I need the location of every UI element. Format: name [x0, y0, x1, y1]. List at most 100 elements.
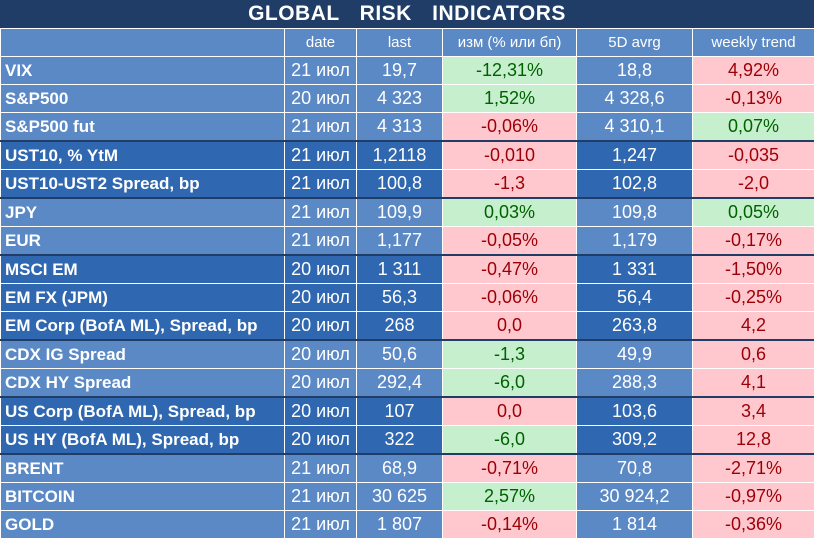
date-cell: 21 июл	[285, 511, 357, 539]
last-value-cell: 322	[357, 426, 443, 455]
date-cell: 21 июл	[285, 113, 357, 142]
five-day-average-cell: 309,2	[577, 426, 693, 455]
weekly-trend-cell: 3,4	[693, 397, 814, 426]
weekly-trend-cell: -2,71%	[693, 454, 814, 483]
indicator-name-cell: US HY (BofA ML), Spread, bp	[1, 426, 285, 455]
change-cell: -0,06%	[443, 113, 577, 142]
weekly-trend-cell: 12,8	[693, 426, 814, 455]
indicator-name-cell: CDX HY Spread	[1, 369, 285, 398]
column-header-weekly-trend: weekly trend	[693, 29, 814, 57]
indicator-name-cell: US Corp (BofA ML), Spread, bp	[1, 397, 285, 426]
last-value-cell: 1,177	[357, 227, 443, 256]
date-cell: 21 июл	[285, 483, 357, 511]
five-day-average-cell: 4 328,6	[577, 85, 693, 113]
change-cell: -0,010	[443, 141, 577, 170]
last-value-cell: 4 323	[357, 85, 443, 113]
risk-indicators-table: date last изм (% или бп) 5D avrg weekly …	[0, 28, 814, 539]
five-day-average-cell: 56,4	[577, 284, 693, 312]
weekly-trend-cell: 4,92%	[693, 57, 814, 85]
five-day-average-cell: 103,6	[577, 397, 693, 426]
weekly-trend-cell: -0,17%	[693, 227, 814, 256]
indicator-name-cell: JPY	[1, 198, 285, 227]
last-value-cell: 4 313	[357, 113, 443, 142]
date-cell: 20 июл	[285, 284, 357, 312]
date-cell: 20 июл	[285, 397, 357, 426]
change-cell: -0,05%	[443, 227, 577, 256]
change-cell: -6,0	[443, 369, 577, 398]
five-day-average-cell: 49,9	[577, 340, 693, 369]
page-title: GLOBAL RISK INDICATORS	[0, 0, 814, 28]
indicator-name-cell: BRENT	[1, 454, 285, 483]
column-header-change: изм (% или бп)	[443, 29, 577, 57]
weekly-trend-cell: -0,13%	[693, 85, 814, 113]
indicator-name-cell: GOLD	[1, 511, 285, 539]
indicator-name-cell: EUR	[1, 227, 285, 256]
change-cell: -12,31%	[443, 57, 577, 85]
column-header-5d-average: 5D avrg	[577, 29, 693, 57]
last-value-cell: 19,7	[357, 57, 443, 85]
indicator-name-cell: EM Corp (BofA ML), Spread, bp	[1, 312, 285, 341]
five-day-average-cell: 1,179	[577, 227, 693, 256]
weekly-trend-cell: 0,6	[693, 340, 814, 369]
indicator-name-cell: CDX IG Spread	[1, 340, 285, 369]
last-value-cell: 1 311	[357, 255, 443, 284]
weekly-trend-cell: -1,50%	[693, 255, 814, 284]
header-row: date last изм (% или бп) 5D avrg weekly …	[1, 29, 814, 57]
five-day-average-cell: 4 310,1	[577, 113, 693, 142]
five-day-average-cell: 70,8	[577, 454, 693, 483]
date-cell: 20 июл	[285, 340, 357, 369]
change-cell: -0,47%	[443, 255, 577, 284]
date-cell: 21 июл	[285, 227, 357, 256]
five-day-average-cell: 288,3	[577, 369, 693, 398]
indicator-name-cell: MSCI EM	[1, 255, 285, 284]
change-cell: -0,71%	[443, 454, 577, 483]
date-cell: 21 июл	[285, 454, 357, 483]
five-day-average-cell: 1 331	[577, 255, 693, 284]
five-day-average-cell: 30 924,2	[577, 483, 693, 511]
weekly-trend-cell: -0,25%	[693, 284, 814, 312]
weekly-trend-cell: 0,07%	[693, 113, 814, 142]
indicator-name-cell: EM FX (JPM)	[1, 284, 285, 312]
five-day-average-cell: 109,8	[577, 198, 693, 227]
last-value-cell: 56,3	[357, 284, 443, 312]
change-cell: 1,52%	[443, 85, 577, 113]
last-value-cell: 268	[357, 312, 443, 341]
weekly-trend-cell: -2,0	[693, 170, 814, 199]
last-value-cell: 107	[357, 397, 443, 426]
last-value-cell: 50,6	[357, 340, 443, 369]
change-cell: 2,57%	[443, 483, 577, 511]
column-header-last: last	[357, 29, 443, 57]
column-header-date: date	[285, 29, 357, 57]
five-day-average-cell: 263,8	[577, 312, 693, 341]
indicator-name-cell: UST10-UST2 Spread, bp	[1, 170, 285, 199]
last-value-cell: 1 807	[357, 511, 443, 539]
weekly-trend-cell: -0,035	[693, 141, 814, 170]
last-value-cell: 100,8	[357, 170, 443, 199]
weekly-trend-cell: 4,2	[693, 312, 814, 341]
date-cell: 20 июл	[285, 426, 357, 455]
weekly-trend-cell: 4,1	[693, 369, 814, 398]
five-day-average-cell: 102,8	[577, 170, 693, 199]
five-day-average-cell: 1,247	[577, 141, 693, 170]
change-cell: -1,3	[443, 170, 577, 199]
date-cell: 21 июл	[285, 170, 357, 199]
weekly-trend-cell: 0,05%	[693, 198, 814, 227]
last-value-cell: 30 625	[357, 483, 443, 511]
last-value-cell: 1,2118	[357, 141, 443, 170]
change-cell: -0,14%	[443, 511, 577, 539]
indicator-name-cell: S&P500 fut	[1, 113, 285, 142]
